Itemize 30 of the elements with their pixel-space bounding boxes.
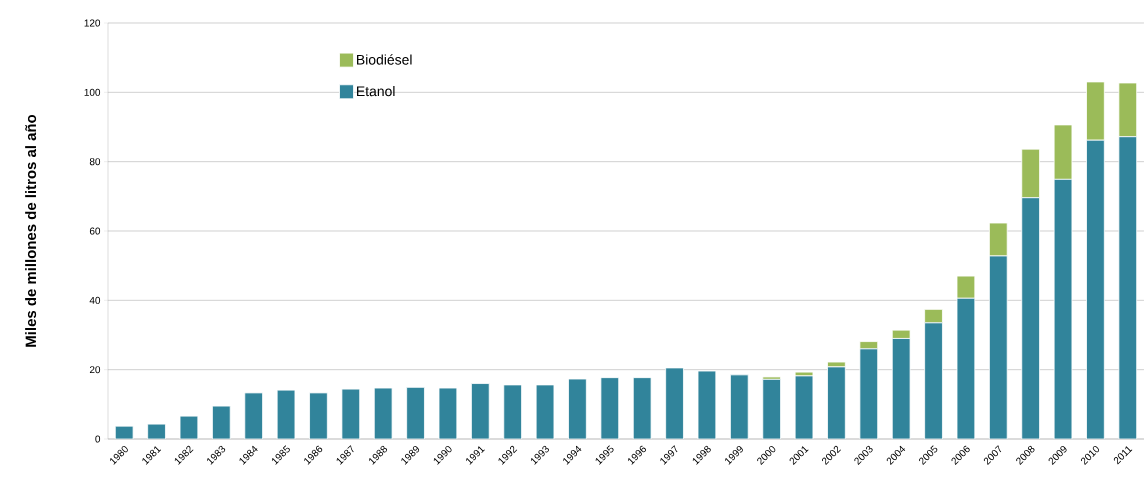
bar xyxy=(568,378,587,439)
bar xyxy=(665,367,684,439)
y-tick-label: 100 xyxy=(84,88,101,96)
bar xyxy=(1021,148,1040,199)
bar xyxy=(503,384,522,439)
bar xyxy=(1021,197,1040,439)
bar xyxy=(406,386,425,439)
bar xyxy=(924,308,943,324)
bar xyxy=(212,405,231,439)
bar xyxy=(956,275,976,299)
y-tick-label: 40 xyxy=(89,296,101,304)
bar xyxy=(244,392,263,439)
y-tick-label: 120 xyxy=(84,19,101,27)
y-tick-label: 60 xyxy=(89,227,101,235)
bar xyxy=(891,329,911,339)
bar xyxy=(471,383,490,439)
legend-label: Etanol xyxy=(357,85,395,97)
y-tick-label: 80 xyxy=(89,158,101,166)
bar xyxy=(988,255,1008,439)
bar xyxy=(729,374,749,439)
legend-label: Biodiésel xyxy=(357,54,412,65)
bar xyxy=(827,366,846,439)
y-tick-label: 20 xyxy=(89,366,101,374)
bar xyxy=(988,222,1008,257)
bar xyxy=(924,322,943,439)
bar xyxy=(1086,139,1105,439)
y-tick-label: 0 xyxy=(95,435,101,443)
bar xyxy=(309,392,328,439)
y-axis-title: Miles de millones de litros al año xyxy=(25,114,37,347)
bar xyxy=(762,378,781,439)
